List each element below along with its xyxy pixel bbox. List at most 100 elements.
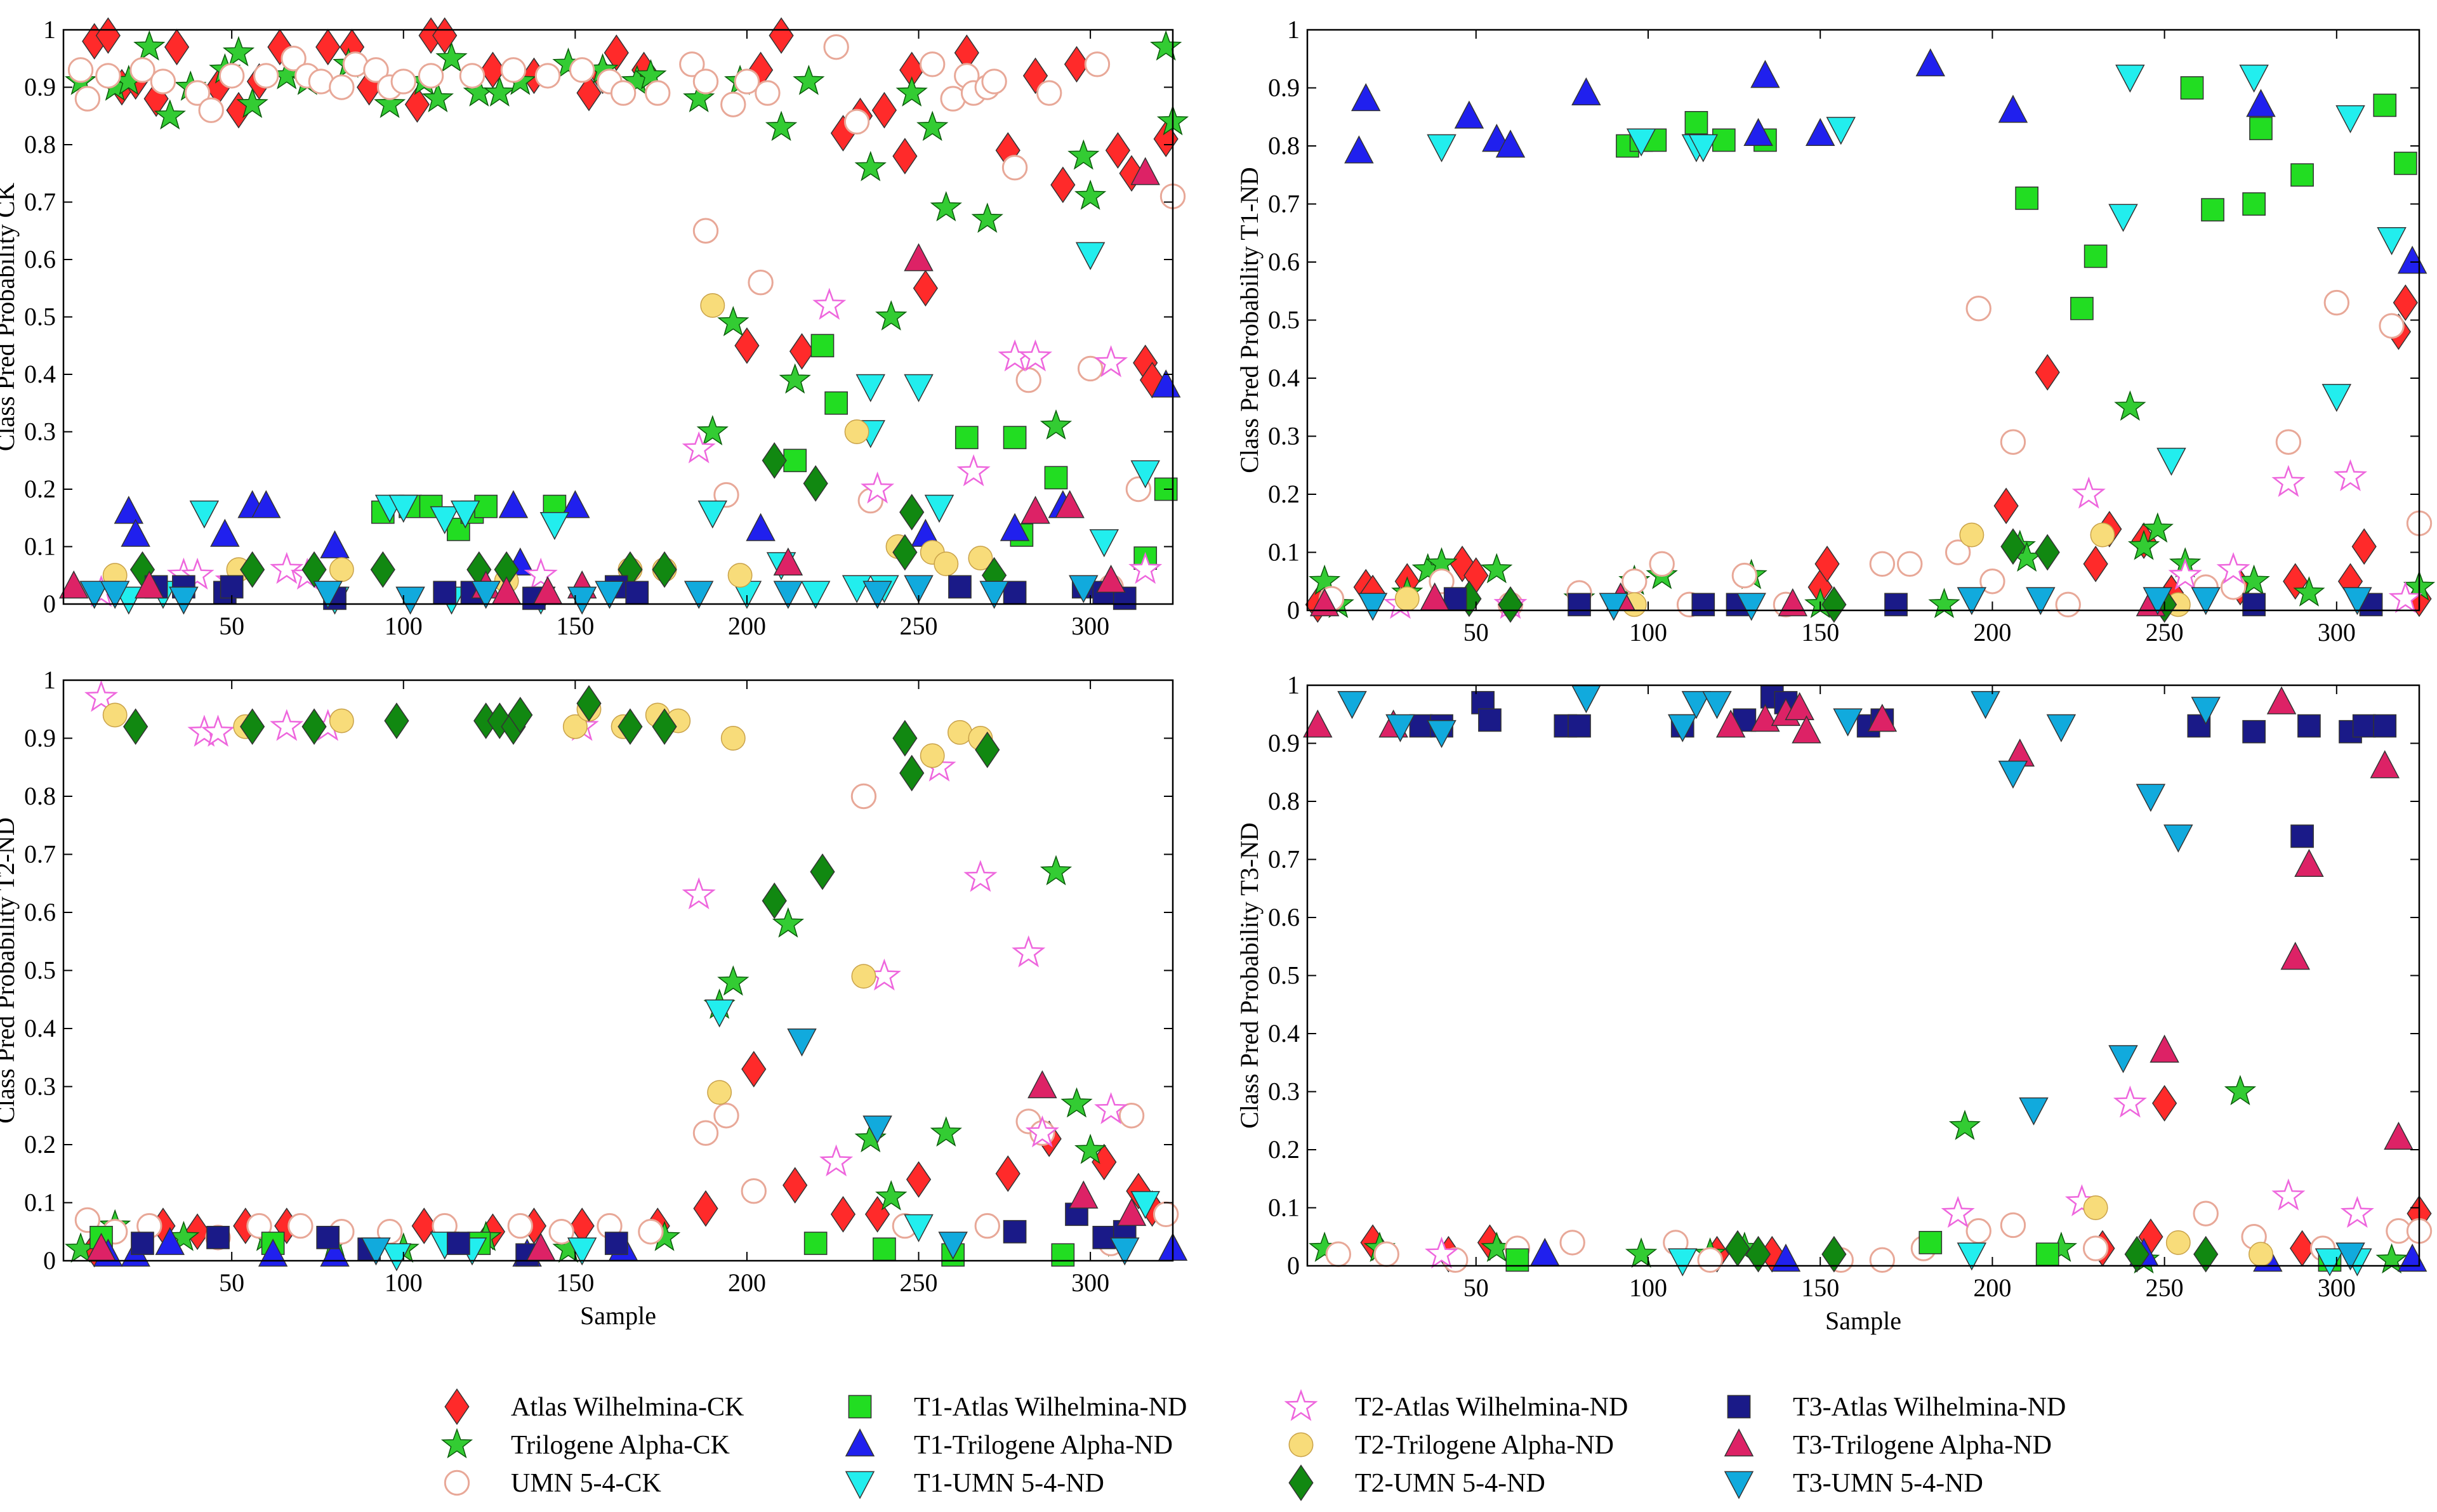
data-point-trilogene_ck <box>2141 512 2174 543</box>
y-axis-label: Class Pred Probability T2-ND <box>0 817 20 1124</box>
data-point-umn_ck <box>1979 569 2005 595</box>
data-point-t2_trilogene <box>968 546 993 571</box>
data-point-t3_umn <box>862 1115 892 1144</box>
data-point-trilogene_ck <box>793 64 825 95</box>
x-axis-label: Sample <box>1825 1306 1901 1335</box>
y-tick-label: 0.5 <box>24 303 56 331</box>
data-point-umn_ck <box>1152 1201 1179 1228</box>
legend-item-t1_trilogene: T1-Trilogene Alpha-ND <box>845 1428 1173 1460</box>
data-point-t2_trilogene <box>920 743 945 768</box>
data-point-umn_ck <box>713 1103 739 1129</box>
data-point-t3_umn <box>1702 691 1732 720</box>
data-point-t2_umn <box>762 442 787 479</box>
data-point-umn_ck <box>184 80 211 106</box>
data-point-t2_umn <box>576 685 602 722</box>
data-point-t1_trilogene <box>320 530 350 558</box>
data-point-t1_umn <box>2156 447 2186 476</box>
data-point-t1_umn <box>388 494 419 523</box>
data-point-trilogene_ck <box>435 41 468 72</box>
data-point-t3_atlas <box>1478 708 1502 732</box>
data-point-t1_umn <box>2239 64 2269 93</box>
y-tick-label: 0.6 <box>24 898 56 926</box>
data-point-t2_atlas <box>1424 1236 1459 1269</box>
data-point-t3_atlas <box>447 1232 470 1255</box>
blue-triangle-down-marker <box>1724 1471 1754 1499</box>
y-tick-label: 0.2 <box>1268 1135 1300 1164</box>
data-point-umn_ck <box>2379 313 2405 339</box>
x-tick-label: 100 <box>1629 1273 1667 1302</box>
data-point-umn_ck <box>1697 1247 1723 1273</box>
data-point-atlas_ck <box>741 1051 767 1088</box>
y-tick-label: 0.7 <box>24 188 56 216</box>
data-point-t1_umn <box>430 506 459 535</box>
data-point-t1_atlas <box>2084 244 2108 268</box>
data-point-atlas_ck <box>1064 46 1090 83</box>
data-point-trilogene_ck <box>717 965 750 996</box>
x-tick-label: 100 <box>1629 618 1667 647</box>
data-point-trilogene_ck <box>779 363 811 394</box>
data-point-umn_ck <box>1001 155 1028 181</box>
data-point-t2_trilogene <box>2090 522 2115 548</box>
data-point-umn_ck <box>850 783 877 810</box>
data-point-t1_atlas <box>783 449 807 473</box>
data-points-t1 <box>1305 48 2436 623</box>
data-point-t2_umn <box>899 754 925 792</box>
data-point-umn_ck <box>1897 551 1923 577</box>
data-point-atlas_ck <box>783 1167 808 1204</box>
data-points-ck <box>58 17 1189 615</box>
data-point-trilogene_ck <box>1481 553 1513 584</box>
data-point-umn_ck <box>974 1213 1000 1239</box>
data-point-umn_ck <box>1869 1247 1896 1273</box>
y-tick-label: 0.3 <box>24 1072 56 1101</box>
data-point-trilogene_ck <box>1928 588 1960 619</box>
data-point-t1_atlas <box>2201 198 2224 221</box>
x-tick-label: 300 <box>2318 618 2356 647</box>
data-point-trilogene_ck <box>930 191 962 221</box>
x-tick-label: 300 <box>1071 612 1109 640</box>
y-axis-label: Class Pred Probability CK <box>0 183 20 451</box>
data-point-t2_trilogene <box>948 720 972 745</box>
data-point-umn_ck <box>198 97 224 123</box>
data-point-t2_umn <box>892 534 918 571</box>
data-point-t1_umn <box>1667 1248 1698 1277</box>
legend-item-t3_trilogene: T3-Trilogene Alpha-ND <box>1724 1428 2052 1460</box>
data-point-umn_ck <box>679 51 705 77</box>
data-point-t1_trilogene <box>1750 60 1780 88</box>
data-point-t3_atlas <box>1884 593 1908 617</box>
data-point-atlas_ck <box>1022 57 1048 95</box>
data-point-t2_trilogene <box>562 714 588 739</box>
data-point-t2_trilogene <box>1959 522 1985 548</box>
data-point-t3_atlas <box>948 575 972 599</box>
data-point-t1_atlas <box>1712 128 1736 152</box>
data-point-atlas_ck <box>185 1213 210 1251</box>
data-point-t2_umn <box>123 708 149 746</box>
data-point-t3_atlas <box>1003 1219 1027 1244</box>
x-tick-label: 150 <box>1801 618 1839 647</box>
y-tick-label: 0 <box>1287 596 1300 624</box>
x-tick-label: 50 <box>219 612 244 640</box>
data-point-t2_umn <box>1821 1235 1847 1273</box>
data-point-umn_ck <box>981 69 1007 95</box>
data-point-umn_ck <box>741 1178 767 1204</box>
data-point-umn_ck <box>74 86 101 112</box>
data-point-t1_trilogene <box>1351 82 1381 112</box>
legend-label: Atlas Wilhelmina-CK <box>511 1393 744 1422</box>
data-point-t3_umn <box>1736 593 1766 621</box>
data-point-t1_umn <box>539 511 570 541</box>
data-point-trilogene_ck <box>1150 30 1182 61</box>
data-point-t2_umn <box>370 551 395 588</box>
data-point-t3_umn <box>2143 587 2173 615</box>
data-point-umn_ck <box>1731 562 1758 589</box>
data-point-t2_atlas <box>180 557 215 590</box>
data-point-umn_ck <box>363 57 389 83</box>
data-point-t2_umn <box>301 708 327 746</box>
data-point-t3_umn <box>2335 1242 2365 1271</box>
data-point-t3_atlas <box>604 1232 628 1255</box>
data-point-t1_trilogene <box>121 518 150 547</box>
y-tick-label: 0 <box>43 1246 56 1275</box>
data-point-umn_ck <box>1084 51 1111 77</box>
data-point-atlas_ck <box>2152 1084 2177 1122</box>
crimson-triangle-marker <box>1724 1428 1754 1457</box>
